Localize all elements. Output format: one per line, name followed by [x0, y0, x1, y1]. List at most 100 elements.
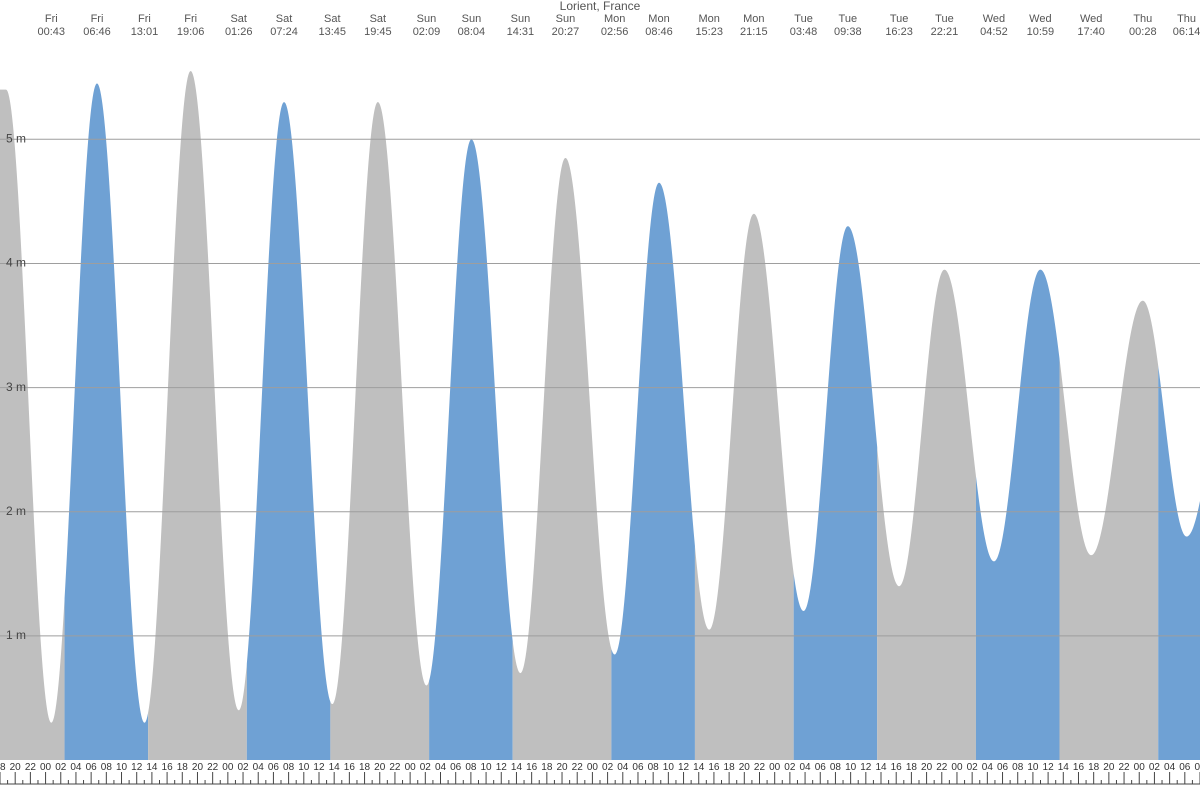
hour-label: 18 — [541, 762, 553, 773]
hour-label: 00 — [222, 762, 234, 773]
tide-segment-day — [429, 139, 513, 760]
top-time-label: 04:52 — [980, 26, 1008, 38]
hour-label: 12 — [131, 762, 143, 773]
top-day-label: Fri — [45, 13, 58, 25]
hour-label: 22 — [25, 762, 37, 773]
top-time-label: 19:06 — [177, 26, 205, 38]
top-day-label: Wed — [1080, 13, 1102, 25]
hour-label: 06 — [450, 762, 462, 773]
hour-label: 02 — [602, 762, 614, 773]
hour-label: 10 — [298, 762, 310, 773]
top-time-label: 06:14 — [1173, 26, 1200, 38]
chart-svg: 1 m2 m3 m4 m5 mLorient, France7Fri00:43F… — [0, 0, 1200, 800]
top-time-label: 13:45 — [319, 26, 347, 38]
hour-label: 22 — [572, 762, 584, 773]
top-time-label: 08:46 — [645, 26, 673, 38]
hour-label: 10 — [1027, 762, 1039, 773]
hour-label: 16 — [891, 762, 903, 773]
hour-label: 00 — [951, 762, 963, 773]
hour-label: 16 — [162, 762, 174, 773]
top-day-label: Mon — [743, 13, 764, 25]
hour-label: 06 — [632, 762, 644, 773]
tide-segment-night — [877, 270, 976, 760]
top-time-label: 15:23 — [695, 26, 723, 38]
tide-segment-day — [65, 83, 149, 760]
hour-label: 10 — [116, 762, 128, 773]
y-tick-label: 3 m — [6, 380, 26, 394]
top-time-label: 01:26 — [225, 26, 253, 38]
tide-segment-night — [0, 90, 65, 760]
hour-label: 08 — [830, 762, 842, 773]
chart-title: Lorient, France — [560, 0, 641, 13]
top-time-label: 16:23 — [885, 26, 913, 38]
y-tick-label: 2 m — [6, 504, 26, 518]
hour-label: 14 — [146, 762, 158, 773]
hour-label: 06 — [997, 762, 1009, 773]
tide-segment-day — [247, 102, 331, 760]
top-day-label: Fri — [184, 13, 197, 25]
hour-label: 12 — [678, 762, 690, 773]
hour-label: 20 — [556, 762, 568, 773]
hour-label: 18 — [359, 762, 371, 773]
hour-label: 10 — [481, 762, 493, 773]
hour-label: 14 — [511, 762, 523, 773]
hour-label: 08 — [465, 762, 477, 773]
top-time-label: 00:28 — [1129, 26, 1157, 38]
top-day-label: Fri — [138, 13, 151, 25]
top-day-label: Sat — [370, 13, 387, 25]
hour-label: 04 — [253, 762, 265, 773]
tide-segment-night — [330, 102, 429, 760]
tide-segment-day — [611, 183, 695, 760]
tide-segment-night — [148, 71, 247, 760]
top-time-label: 14:31 — [507, 26, 535, 38]
hour-label: 06 — [815, 762, 827, 773]
hour-label: 02 — [1149, 762, 1161, 773]
hour-axis-group: 1820220002040608101214161820220002040608… — [0, 762, 1200, 784]
top-day-label: Mon — [648, 13, 669, 25]
hour-label: 14 — [329, 762, 341, 773]
y-tick-label: 5 m — [6, 131, 26, 145]
hour-label: 20 — [192, 762, 204, 773]
tide-segment-day — [1158, 313, 1200, 760]
top-time-label: 02:56 — [601, 26, 629, 38]
top-day-label: Tue — [935, 13, 954, 25]
tide-segment-day — [794, 226, 878, 760]
top-day-label: Tue — [794, 13, 813, 25]
hour-label: 18 — [906, 762, 918, 773]
top-day-label: Thu — [1177, 13, 1196, 25]
hour-label: 00 — [40, 762, 52, 773]
top-time-label: 21:15 — [740, 26, 768, 38]
hour-label: 04 — [617, 762, 629, 773]
top-time-label: 08:04 — [458, 26, 486, 38]
top-time-label: 02:09 — [413, 26, 441, 38]
hour-label: 08 — [101, 762, 113, 773]
tide-segment-day — [976, 270, 1060, 760]
hour-label: 08 — [1012, 762, 1024, 773]
hour-label: 00 — [587, 762, 599, 773]
tide-segment-night — [513, 158, 612, 760]
top-day-label: Wed — [1029, 13, 1051, 25]
hour-label: 04 — [435, 762, 447, 773]
y-tick-label: 1 m — [6, 628, 26, 642]
hour-label: 10 — [845, 762, 857, 773]
top-day-label: Thu — [1133, 13, 1152, 25]
hour-label: 02 — [237, 762, 249, 773]
top-time-label: 07:24 — [270, 26, 298, 38]
top-day-label: Sat — [276, 13, 293, 25]
top-time-label: 09:38 — [834, 26, 862, 38]
hour-label: 18 — [724, 762, 736, 773]
hour-label: 02 — [55, 762, 67, 773]
hour-label: 22 — [389, 762, 401, 773]
top-time-label: 19:45 — [364, 26, 392, 38]
hour-label: 18 — [1088, 762, 1100, 773]
hour-label: 12 — [496, 762, 508, 773]
top-time-label: 17:40 — [1077, 26, 1105, 38]
hour-label: 16 — [344, 762, 356, 773]
top-day-label: Mon — [604, 13, 625, 25]
hour-label: 14 — [1058, 762, 1070, 773]
hour-label: 22 — [1118, 762, 1130, 773]
hour-label: 16 — [708, 762, 720, 773]
hour-label: 20 — [374, 762, 386, 773]
top-day-label: Tue — [839, 13, 858, 25]
hour-label: 08 — [283, 762, 295, 773]
